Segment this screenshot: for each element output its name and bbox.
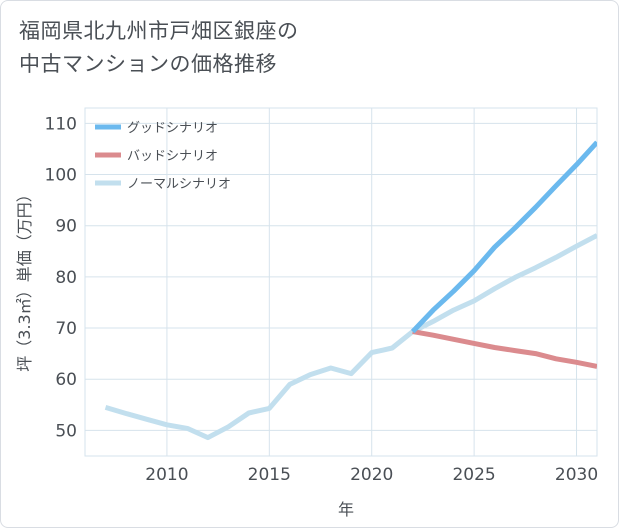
series-good-line: [410, 140, 597, 334]
series-normal-line: [104, 233, 597, 441]
y-tick-label: 100: [45, 166, 77, 186]
x-tick-label: 2010: [145, 465, 188, 485]
x-tick-label: 2025: [452, 465, 495, 485]
x-tick-label: 2020: [350, 465, 393, 485]
x-tick-label: 2030: [555, 465, 598, 485]
y-tick-label: 80: [55, 268, 77, 288]
legend-good: グッドシナリオ: [95, 121, 218, 136]
x-axis-ticks: 2010 2015 2020 2025 2030: [145, 465, 598, 485]
legend-normal: ノーマルシナリオ: [95, 177, 231, 192]
series-lines: [104, 140, 597, 441]
x-axis-title: 年: [338, 500, 354, 519]
y-tick-label: 70: [55, 319, 77, 339]
y-axis-ticks: 50 60 70 80 90 100 110: [45, 114, 77, 441]
legend-label: グッドシナリオ: [127, 121, 218, 136]
y-axis-title: 坪（3.3㎡）単価（万円）: [15, 186, 34, 371]
legend-label: ノーマルシナリオ: [127, 177, 231, 192]
y-tick-label: 60: [55, 370, 77, 390]
chart-title-line-2: 中古マンションの価格推移: [19, 52, 277, 76]
plot-frame: [84, 107, 598, 457]
series-bad-line: [412, 329, 597, 369]
legend-label: バッドシナリオ: [127, 149, 218, 164]
y-tick-label: 50: [55, 421, 77, 441]
chart-title: 福岡県北九州市戸畑区銀座の 中古マンションの価格推移: [19, 15, 299, 81]
x-tick-label: 2015: [248, 465, 291, 485]
legend-bad: バッドシナリオ: [95, 149, 218, 164]
y-tick-label: 90: [55, 217, 77, 237]
y-tick-label: 110: [45, 114, 77, 134]
chart-title-line-1: 福岡県北九州市戸畑区銀座の: [19, 19, 299, 43]
